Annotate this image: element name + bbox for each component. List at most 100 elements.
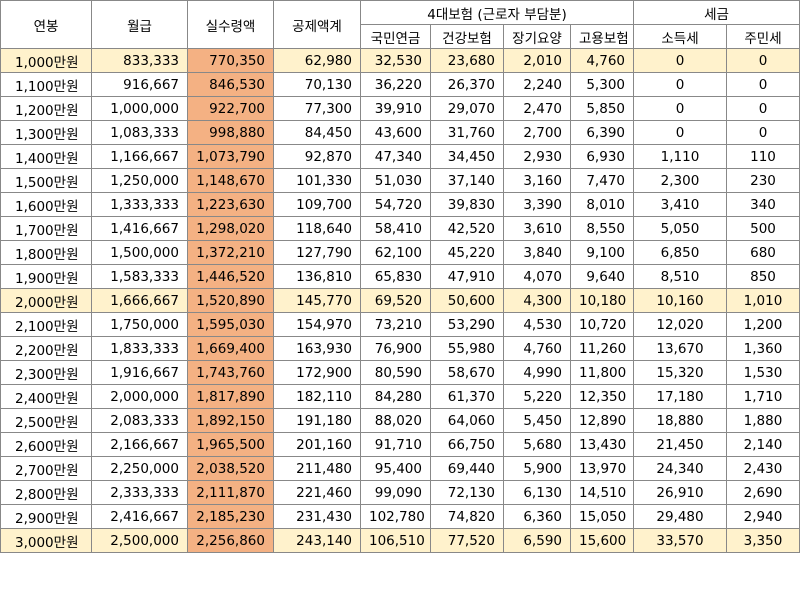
monthly-cell: 2,333,333 bbox=[91, 480, 188, 505]
table-row: 1,600만원 1,333,333 1,223,630 109,700 54,720 39… bbox=[0, 192, 800, 217]
employment-insurance-cell: 13,970 bbox=[570, 456, 634, 481]
table-row: 2,600만원 2,166,667 1,965,500 201,160 91,710 66… bbox=[0, 432, 800, 457]
monthly-cell: 2,166,667 bbox=[91, 432, 188, 457]
header-longterm-care: 장기요양 bbox=[503, 24, 571, 49]
deductions-cell: 77,300 bbox=[273, 96, 361, 121]
health-insurance-cell: 39,830 bbox=[430, 192, 504, 217]
net-pay-cell: 1,073,790 bbox=[187, 144, 274, 169]
deductions-cell: 118,640 bbox=[273, 216, 361, 241]
header-monthly: 월급 bbox=[91, 0, 188, 49]
resident-tax-cell: 0 bbox=[726, 96, 800, 121]
income-tax-cell: 8,510 bbox=[633, 264, 727, 289]
header-annual: 연봉 bbox=[0, 0, 92, 49]
annual-cell: 2,200만원 bbox=[0, 336, 92, 361]
deductions-cell: 191,180 bbox=[273, 408, 361, 433]
health-insurance-cell: 74,820 bbox=[430, 504, 504, 529]
deductions-cell: 136,810 bbox=[273, 264, 361, 289]
income-tax-cell: 24,340 bbox=[633, 456, 727, 481]
pension-cell: 88,020 bbox=[360, 408, 431, 433]
table-row: 1,800만원 1,500,000 1,372,210 127,790 62,100 45… bbox=[0, 240, 800, 265]
deductions-cell: 84,450 bbox=[273, 120, 361, 145]
resident-tax-cell: 0 bbox=[726, 120, 800, 145]
income-tax-cell: 21,450 bbox=[633, 432, 727, 457]
table-row: 2,900만원 2,416,667 2,185,230 231,430 102,780 7… bbox=[0, 504, 800, 529]
longterm-care-cell: 5,220 bbox=[503, 384, 571, 409]
longterm-care-cell: 2,470 bbox=[503, 96, 571, 121]
annual-cell: 2,500만원 bbox=[0, 408, 92, 433]
income-tax-cell: 6,850 bbox=[633, 240, 727, 265]
employment-insurance-cell: 9,100 bbox=[570, 240, 634, 265]
table-row: 1,000만원 833,333 770,350 62,980 32,530 23,680 2… bbox=[0, 48, 800, 73]
resident-tax-cell: 340 bbox=[726, 192, 800, 217]
table-row: 1,300만원 1,083,333 998,880 84,450 43,600 31,76… bbox=[0, 120, 800, 145]
deductions-cell: 201,160 bbox=[273, 432, 361, 457]
deductions-cell: 221,460 bbox=[273, 480, 361, 505]
health-insurance-cell: 45,220 bbox=[430, 240, 504, 265]
net-pay-cell: 1,148,670 bbox=[187, 168, 274, 193]
header-row-sub: 국민연금 건강보험 장기요양 고용보험 소득세 주민세 bbox=[1, 24, 800, 49]
net-pay-cell: 1,817,890 bbox=[187, 384, 274, 409]
annual-cell: 2,300만원 bbox=[0, 360, 92, 385]
income-tax-cell: 15,320 bbox=[633, 360, 727, 385]
monthly-cell: 1,083,333 bbox=[91, 120, 188, 145]
annual-cell: 1,300만원 bbox=[0, 120, 92, 145]
employment-insurance-cell: 5,300 bbox=[570, 72, 634, 97]
longterm-care-cell: 2,240 bbox=[503, 72, 571, 97]
income-tax-cell: 0 bbox=[633, 48, 727, 73]
net-pay-cell: 1,446,520 bbox=[187, 264, 274, 289]
net-pay-cell: 2,256,860 bbox=[187, 528, 274, 553]
net-pay-cell: 1,520,890 bbox=[187, 288, 274, 313]
employment-insurance-cell: 6,930 bbox=[570, 144, 634, 169]
health-insurance-cell: 42,520 bbox=[430, 216, 504, 241]
employment-insurance-cell: 8,550 bbox=[570, 216, 634, 241]
annual-cell: 2,900만원 bbox=[0, 504, 92, 529]
table-row: 1,900만원 1,583,333 1,446,520 136,810 65,830 47… bbox=[0, 264, 800, 289]
employment-insurance-cell: 13,430 bbox=[570, 432, 634, 457]
health-insurance-cell: 66,750 bbox=[430, 432, 504, 457]
monthly-cell: 2,500,000 bbox=[91, 528, 188, 553]
monthly-cell: 1,416,667 bbox=[91, 216, 188, 241]
resident-tax-cell: 1,010 bbox=[726, 288, 800, 313]
longterm-care-cell: 2,700 bbox=[503, 120, 571, 145]
pension-cell: 51,030 bbox=[360, 168, 431, 193]
pension-cell: 69,520 bbox=[360, 288, 431, 313]
table-row: 1,700만원 1,416,667 1,298,020 118,640 58,410 42… bbox=[0, 216, 800, 241]
health-insurance-cell: 69,440 bbox=[430, 456, 504, 481]
net-pay-cell: 998,880 bbox=[187, 120, 274, 145]
salary-table: 연봉 월급 실수령액 공제액계 4대보험 (근로자 부담분) 세금 국민연금 건… bbox=[0, 0, 800, 553]
employment-insurance-cell: 15,050 bbox=[570, 504, 634, 529]
employment-insurance-cell: 8,010 bbox=[570, 192, 634, 217]
table-row: 2,700만원 2,250,000 2,038,520 211,480 95,400 69… bbox=[0, 456, 800, 481]
health-insurance-cell: 34,450 bbox=[430, 144, 504, 169]
longterm-care-cell: 6,590 bbox=[503, 528, 571, 553]
employment-insurance-cell: 11,800 bbox=[570, 360, 634, 385]
resident-tax-cell: 1,880 bbox=[726, 408, 800, 433]
pension-cell: 65,830 bbox=[360, 264, 431, 289]
deductions-cell: 127,790 bbox=[273, 240, 361, 265]
longterm-care-cell: 6,130 bbox=[503, 480, 571, 505]
resident-tax-cell: 110 bbox=[726, 144, 800, 169]
income-tax-cell: 13,670 bbox=[633, 336, 727, 361]
resident-tax-cell: 1,710 bbox=[726, 384, 800, 409]
pension-cell: 36,220 bbox=[360, 72, 431, 97]
header-income-tax: 소득세 bbox=[633, 24, 727, 49]
table-row: 2,000만원 1,666,667 1,520,890 145,770 69,520 50… bbox=[0, 288, 800, 313]
resident-tax-cell: 500 bbox=[726, 216, 800, 241]
longterm-care-cell: 4,760 bbox=[503, 336, 571, 361]
annual-cell: 3,000만원 bbox=[0, 528, 92, 553]
employment-insurance-cell: 14,510 bbox=[570, 480, 634, 505]
deductions-cell: 231,430 bbox=[273, 504, 361, 529]
monthly-cell: 1,333,333 bbox=[91, 192, 188, 217]
income-tax-cell: 12,020 bbox=[633, 312, 727, 337]
net-pay-cell: 1,965,500 bbox=[187, 432, 274, 457]
header-resident-tax: 주민세 bbox=[726, 24, 800, 49]
income-tax-cell: 1,110 bbox=[633, 144, 727, 169]
longterm-care-cell: 5,680 bbox=[503, 432, 571, 457]
health-insurance-cell: 29,070 bbox=[430, 96, 504, 121]
header-insurance-group: 4대보험 (근로자 부담분) bbox=[360, 0, 634, 25]
deductions-cell: 92,870 bbox=[273, 144, 361, 169]
pension-cell: 84,280 bbox=[360, 384, 431, 409]
resident-tax-cell: 2,690 bbox=[726, 480, 800, 505]
pension-cell: 106,510 bbox=[360, 528, 431, 553]
net-pay-cell: 922,700 bbox=[187, 96, 274, 121]
